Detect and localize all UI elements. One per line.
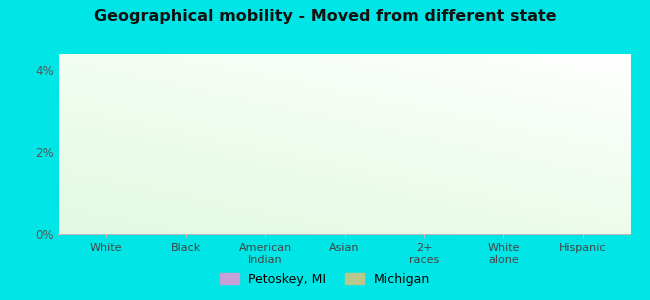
Bar [503,169,527,234]
Text: City-Data.com: City-Data.com [545,59,619,69]
Legend: Petoskey, MI, Michigan: Petoskey, MI, Michigan [214,268,436,291]
Bar [583,140,606,234]
Bar [424,136,448,234]
Bar [83,222,106,234]
Bar [344,124,369,234]
Bar [162,136,186,234]
Bar [186,172,209,234]
Bar [265,181,289,234]
Text: Geographical mobility - Moved from different state: Geographical mobility - Moved from diffe… [94,9,556,24]
Bar [106,169,130,234]
Bar [480,222,503,234]
Bar [241,172,265,234]
